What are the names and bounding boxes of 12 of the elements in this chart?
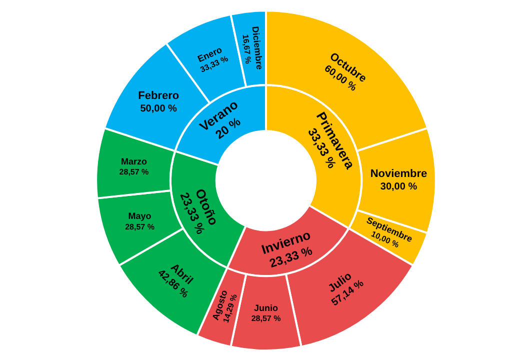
data-label: 28,57 % bbox=[251, 314, 281, 324]
category-label: Febrero bbox=[138, 90, 180, 102]
data-label: 30,00 % bbox=[380, 182, 418, 193]
category-label: Marzo bbox=[120, 156, 148, 166]
category-label: Junio bbox=[254, 302, 279, 313]
data-label: 28,57 % bbox=[119, 168, 149, 177]
category-label: Noviembre bbox=[370, 168, 428, 180]
data-label: 50,00 % bbox=[140, 104, 178, 115]
category-label: Diciembre bbox=[250, 26, 265, 70]
data-label: 28,57 % bbox=[125, 222, 154, 232]
category-label: Mayo bbox=[128, 211, 152, 222]
data-label: 16,67 % bbox=[240, 34, 253, 64]
